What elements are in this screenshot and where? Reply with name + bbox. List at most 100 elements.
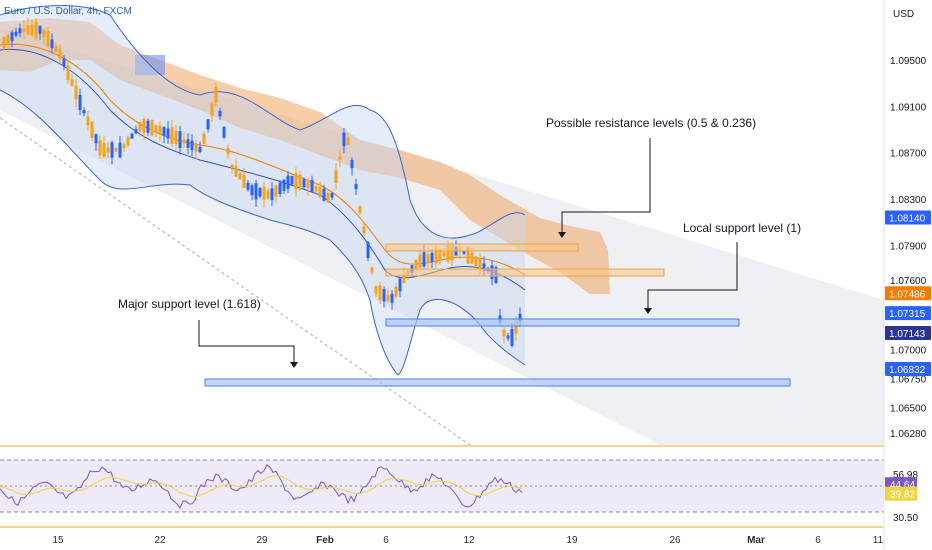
rsi-badge-label: 39.82: [890, 490, 915, 501]
candle: [38, 24, 42, 40]
candle: [390, 290, 394, 310]
candle: [26, 17, 30, 37]
x-tick-label: 6: [383, 535, 389, 546]
candle: [106, 141, 110, 159]
candle: [82, 107, 86, 117]
x-tick-label: 22: [154, 535, 166, 546]
x-tick-label: 26: [669, 535, 681, 546]
candle: [318, 182, 322, 199]
candle: [66, 61, 70, 84]
candle: [322, 184, 326, 202]
candle: [174, 124, 178, 152]
candle: [274, 184, 278, 203]
candle: [30, 19, 34, 38]
x-tick-label: 12: [463, 535, 475, 546]
candle: [146, 118, 150, 136]
candle: [78, 88, 82, 116]
candle: [510, 323, 514, 348]
bollinger-lower: [0, 89, 526, 376]
rsi-badge: 39.82: [885, 486, 917, 501]
candle: [166, 121, 170, 144]
x-tick-label: 19: [566, 535, 578, 546]
candle: [302, 177, 306, 190]
candle: [506, 332, 510, 342]
candle: [10, 30, 14, 48]
candle: [98, 135, 102, 160]
candle: [54, 42, 58, 53]
symbol-title: Euro / U.S. Dollar, 4h, FXCM: [4, 6, 132, 17]
candle: [386, 288, 390, 304]
candle: [170, 120, 174, 148]
candle: [282, 178, 286, 194]
annotation-local-support: Local support level (1): [683, 221, 801, 235]
candle: [374, 285, 378, 298]
candle: [418, 248, 422, 269]
candle: [34, 18, 38, 41]
candle: [306, 177, 310, 197]
rsi-badge-label: 44.64: [890, 480, 915, 491]
price-badge-label: 1.07143: [889, 329, 926, 340]
candle: [350, 157, 354, 176]
candle: [298, 171, 302, 191]
x-tick-label: Mar: [747, 535, 765, 546]
candle: [158, 121, 162, 142]
candle: [14, 27, 18, 38]
resistance-box-0236: [385, 243, 579, 252]
candle: [190, 133, 194, 156]
candle: [50, 33, 54, 54]
candle: [22, 20, 26, 40]
annotation-resistance: Possible resistance levels (0.5 & 0.236): [546, 116, 756, 130]
candle: [354, 178, 358, 195]
candle: [74, 78, 78, 108]
candle: [46, 27, 50, 49]
candle: [258, 187, 262, 199]
candle: [122, 142, 126, 153]
x-tick-label: Feb: [316, 535, 334, 546]
candle: [102, 135, 106, 160]
candle: [226, 144, 230, 159]
price-badge: 1.07486: [885, 286, 931, 301]
y-tick-label: 1.09100: [890, 102, 927, 113]
candle: [266, 187, 270, 200]
price-badge: 1.07143: [885, 326, 931, 341]
price-badge-label: 1.07315: [889, 309, 926, 320]
candle: [178, 125, 182, 155]
price-badges: 1.08140 1.07486 1.07315 1.07143 1.06832: [885, 210, 931, 377]
candle: [218, 108, 222, 120]
y-tick-label: 1.08700: [890, 149, 927, 160]
candle: [366, 241, 370, 261]
candle: [278, 179, 282, 197]
candle: [58, 43, 62, 64]
candle: [398, 277, 402, 298]
rsi-ma-line: [0, 475, 523, 498]
moving-average-blue: [0, 48, 526, 291]
candle: [262, 181, 266, 208]
candle: [118, 135, 122, 159]
y-tick-label: 1.07000: [890, 346, 927, 357]
candle: [134, 125, 138, 135]
candle: [286, 171, 290, 194]
candle: [382, 286, 386, 308]
local-support-callout-arrow: [644, 308, 652, 314]
y-tick-label: 1.07900: [890, 241, 927, 252]
candle: [42, 29, 46, 46]
price-badge-label: 1.06832: [889, 365, 926, 376]
candle: [430, 249, 434, 268]
y-tick-label: 1.08300: [890, 195, 927, 206]
candle: [194, 139, 198, 160]
candle: [130, 132, 134, 139]
candle: [210, 101, 214, 122]
candle: [358, 205, 362, 216]
x-tick-label: 11: [873, 535, 884, 546]
major-support-box: [204, 378, 791, 387]
major-support-callout-arrow: [290, 362, 298, 368]
candle: [234, 158, 238, 178]
candle: [294, 167, 298, 197]
major-support-callout-line: [198, 320, 295, 362]
candle: [290, 175, 294, 186]
currency-label: USD: [893, 9, 914, 20]
candle: [86, 111, 90, 131]
candle: [114, 147, 118, 152]
